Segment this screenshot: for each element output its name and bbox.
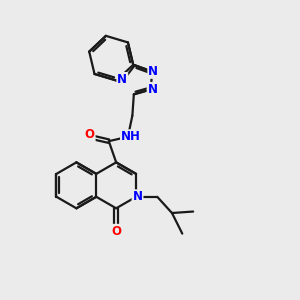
Text: O: O — [111, 225, 121, 238]
Text: O: O — [85, 128, 95, 141]
Text: N: N — [117, 73, 127, 86]
Text: N: N — [133, 190, 142, 203]
Text: N: N — [148, 65, 158, 78]
Text: NH: NH — [121, 130, 141, 143]
Text: N: N — [148, 83, 158, 96]
